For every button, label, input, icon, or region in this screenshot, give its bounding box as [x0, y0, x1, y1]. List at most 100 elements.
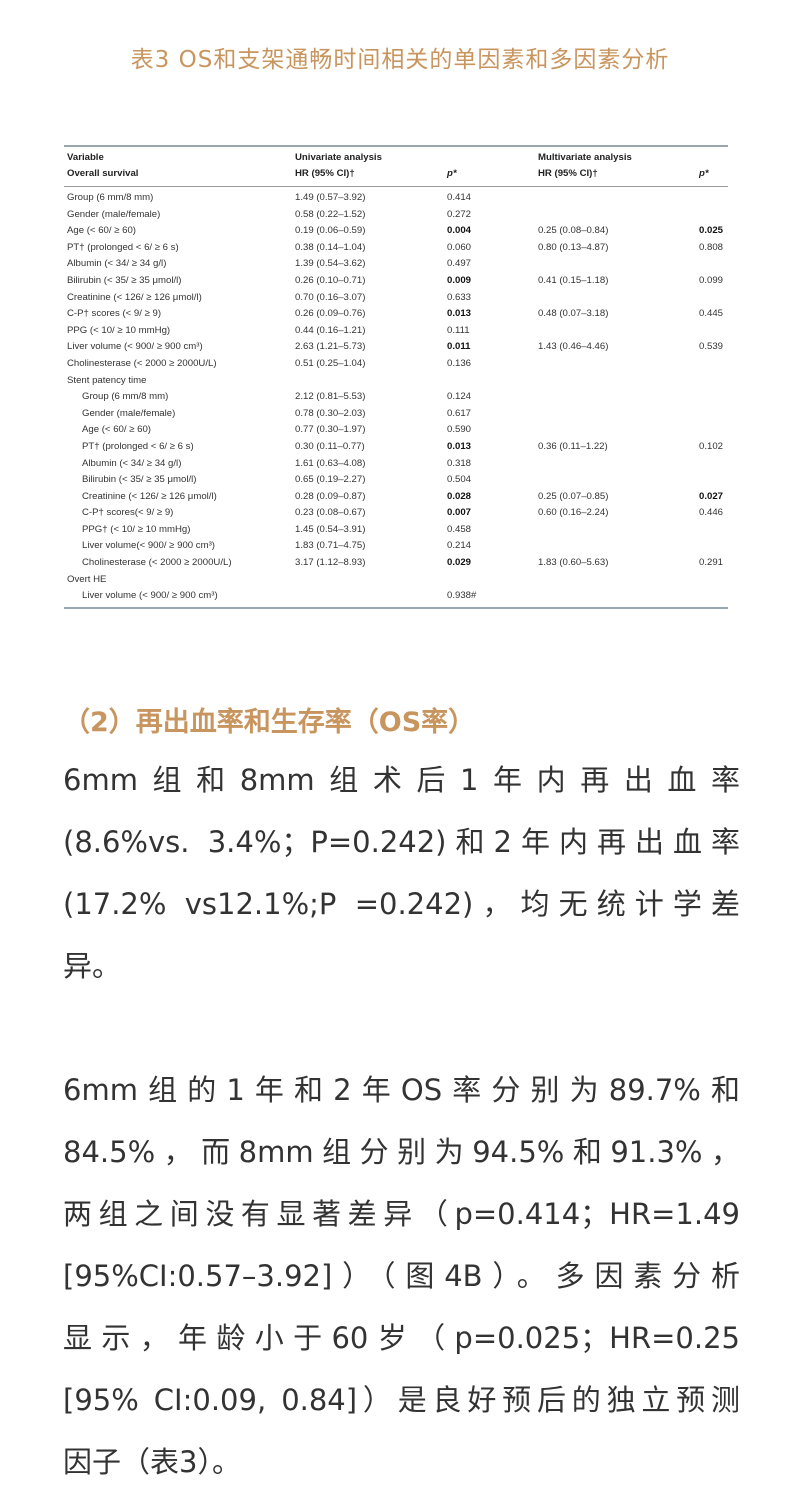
variable-cell: PT† (prolonged < 6/ ≥ 6 s)	[82, 440, 194, 452]
table-header: Variable Univariate analysis Multivariat…	[64, 147, 728, 187]
variable-cell: Cholinesterase (< 2000 ≥ 2000U/L)	[82, 557, 232, 569]
value-cell: 0.102	[699, 440, 724, 452]
table-row: Age (< 60/ ≥ 60) 0.77 (0.30–1.97) 0.590	[64, 422, 728, 439]
value-cell: 0.19 (0.06–0.59)	[295, 225, 366, 237]
value-cell: 0.30 (0.11–0.77)	[295, 440, 365, 452]
variable-cell: Age (< 60/ ≥ 60)	[82, 424, 151, 436]
paragraph-line: 6mm组和8mm组术后1年内再出血率	[63, 763, 740, 797]
variable-cell: Liver volume (< 900/ ≥ 900 cm³)	[82, 590, 218, 602]
value-cell: 1.49 (0.57–3.92)	[295, 192, 366, 203]
value-cell: 0.504	[447, 474, 472, 486]
paragraph-line: (8.6%vs. 3.4%；P=0.242)和2年内再出血率	[63, 825, 740, 859]
paragraph-line: 显示，年龄小于60岁（p=0.025；HR=0.25	[63, 1321, 740, 1355]
paragraph-line: [95% CI:0.09, 0.84]）是良好预后的独立预测	[63, 1383, 740, 1417]
variable-cell: Cholinesterase (< 2000 ≥ 2000U/L)	[67, 357, 217, 369]
variable-cell: Albumin (< 34/ ≥ 34 g/l)	[67, 258, 167, 270]
value-cell: 0.70 (0.16–3.07)	[295, 291, 366, 303]
value-cell: 3.17 (1.12–8.93)	[295, 557, 366, 569]
value-cell: 0.26 (0.10–0.71)	[295, 274, 366, 286]
value-cell: 2.12 (0.81–5.53)	[295, 391, 366, 403]
table-row: Cholinesterase (< 2000 ≥ 2000U/L) 3.17 (1…	[64, 555, 728, 572]
value-cell: 0.80 (0.13–4.87)	[538, 241, 609, 253]
value-cell: 0.124	[447, 391, 472, 403]
variable-cell: Creatinine (< 126/ ≥ 126 μmol/l)	[82, 490, 217, 502]
paragraph-line: [95%CI:0.57–3.92]）（图4B）。多因素分析	[63, 1259, 740, 1293]
value-cell: 0.65 (0.19–2.27)	[295, 474, 366, 486]
table-row: PPG (< 10/ ≥ 10 mmHg) 0.44 (0.16–1.21) 0.1…	[64, 323, 728, 340]
value-cell: 0.28 (0.09–0.87)	[295, 490, 366, 502]
value-cell: 0.60 (0.16–2.24)	[538, 507, 609, 519]
table-row: Bilirubin (< 35/ ≥ 35 μmol/l) 0.65 (0.19–…	[64, 472, 728, 489]
value-cell: 0.007	[447, 507, 472, 519]
variable-cell: Bilirubin (< 35/ ≥ 35 μmol/l)	[82, 474, 197, 486]
variable-cell: Liver volume(< 900/ ≥ 900 cm³)	[82, 540, 215, 552]
value-cell: 1.61 (0.63–4.08)	[295, 457, 366, 469]
paragraph-line: 84.5%，而8mm组分别为94.5%和91.3%，	[63, 1135, 740, 1169]
table-row: Albumin (< 34/ ≥ 34 g/l) 1.61 (0.63–4.08)…	[64, 456, 728, 473]
table-row: Albumin (< 34/ ≥ 34 g/l) 1.39 (0.54–3.62)…	[64, 256, 728, 273]
results-table: Variable Univariate analysis Multivariat…	[64, 145, 728, 609]
table-bottom-rule	[64, 606, 728, 609]
value-cell: 0.633	[447, 291, 472, 303]
value-cell: 0.013	[447, 308, 472, 320]
value-cell: 0.590	[447, 424, 472, 436]
value-cell: 0.77 (0.30–1.97)	[295, 424, 366, 436]
table-row: Gender (male/female) 0.78 (0.30–2.03) 0.61…	[64, 406, 728, 423]
value-cell: 0.48 (0.07–3.18)	[538, 308, 609, 320]
table-row: Liver volume (< 900/ ≥ 900 cm³) 2.63 (1.2…	[64, 339, 728, 356]
value-cell: 0.099	[699, 274, 724, 286]
value-cell: 1.43 (0.46–4.46)	[538, 341, 609, 353]
table-row: Age (< 60/ ≥ 60) 0.19 (0.06–0.59) 0.004 0.2…	[64, 223, 728, 240]
value-cell: 0.291	[699, 557, 724, 569]
value-cell: 0.025	[699, 225, 724, 237]
value-cell: 0.458	[447, 523, 472, 535]
value-cell: 0.013	[447, 440, 472, 452]
variable-cell: PT† (prolonged < 6/ ≥ 6 s)	[67, 241, 179, 253]
value-cell: 0.808	[699, 241, 724, 253]
table-row: Group (6 mm/8 mm) 1.49 (0.57–3.92) 0.414	[64, 190, 728, 207]
value-cell: 0.318	[447, 457, 472, 469]
variable-cell: Stent patency time	[67, 374, 147, 386]
value-cell: 0.23 (0.08–0.67)	[295, 507, 366, 519]
value-cell: 0.009	[447, 274, 472, 286]
value-cell: 0.617	[447, 407, 472, 419]
paragraph-rebleeding: 6mm组和8mm组术后1年内再出血率 (8.6%vs. 3.4%；P=0.242)…	[63, 749, 740, 997]
table-row: Group (6 mm/8 mm) 2.12 (0.81–5.53) 0.124	[64, 389, 728, 406]
value-cell: 0.446	[699, 507, 724, 519]
value-cell: 0.36 (0.11–1.22)	[538, 440, 608, 452]
value-cell: 2.63 (1.21–5.73)	[295, 341, 366, 353]
header-cell: Univariate analysis	[295, 152, 382, 163]
value-cell: 0.029	[447, 557, 472, 569]
table-row: Bilirubin (< 35/ ≥ 35 μmol/l) 0.26 (0.10–…	[64, 273, 728, 290]
value-cell: 0.497	[447, 258, 472, 270]
table-top-rule	[64, 145, 728, 147]
value-cell: 0.272	[447, 208, 472, 220]
value-cell: 0.78 (0.30–2.03)	[295, 407, 366, 419]
value-cell: 0.51 (0.25–1.04)	[295, 357, 366, 369]
variable-cell: Group (6 mm/8 mm)	[67, 192, 154, 203]
value-cell: 1.45 (0.54–3.91)	[295, 523, 366, 535]
value-cell: 0.027	[699, 490, 724, 502]
variable-cell: Group (6 mm/8 mm)	[82, 391, 169, 403]
header-cell: Variable	[67, 152, 104, 163]
value-cell: 0.111	[447, 324, 470, 336]
table-row: Overt HE	[64, 572, 728, 589]
paragraph-line: 因子（表3）。	[63, 1445, 241, 1479]
paragraph-line: 异。	[63, 949, 122, 983]
section-heading: （2）再出血率和生存率（OS率）	[63, 707, 476, 738]
table-body: Group (6 mm/8 mm) 1.49 (0.57–3.92) 0.414 Ge…	[64, 187, 728, 605]
value-cell: 0.011	[447, 341, 471, 353]
value-cell: 0.136	[447, 357, 472, 369]
paragraph-line: 6mm组的1年和2年OS率分别为89.7%和	[63, 1073, 740, 1107]
variable-cell: Age (< 60/ ≥ 60)	[67, 225, 136, 237]
table-row: PT† (prolonged < 6/ ≥ 6 s) 0.30 (0.11–0.7…	[64, 439, 728, 456]
value-cell: 0.004	[447, 225, 472, 237]
variable-cell: Gender (male/female)	[82, 407, 176, 419]
value-cell: 0.414	[447, 192, 472, 203]
variable-cell: PPG† (< 10/ ≥ 10 mmHg)	[82, 523, 191, 535]
table-row: PT† (prolonged < 6/ ≥ 6 s) 0.38 (0.14–1.0…	[64, 240, 728, 257]
value-cell: 0.028	[447, 490, 472, 502]
value-cell: 0.060	[447, 241, 472, 253]
variable-cell: C-P† scores(< 9/ ≥ 9)	[82, 507, 174, 519]
header-cell: HR (95% CI)†	[295, 168, 355, 179]
